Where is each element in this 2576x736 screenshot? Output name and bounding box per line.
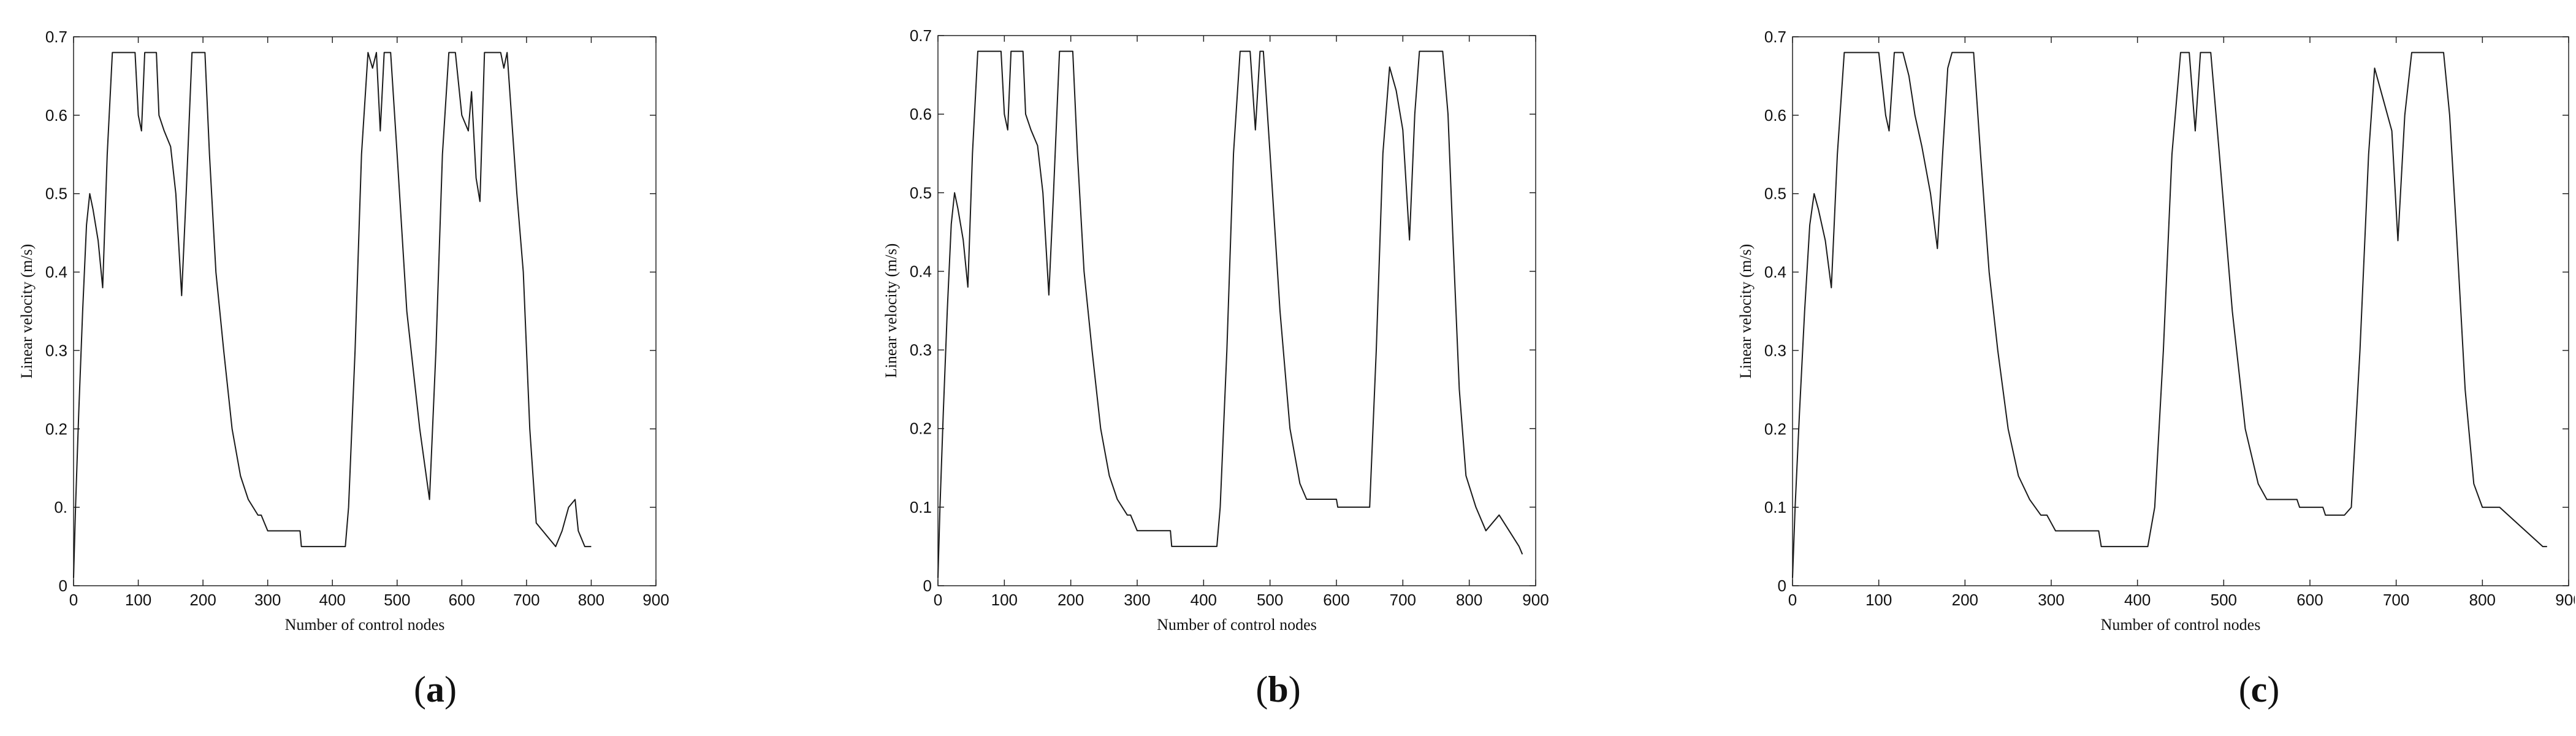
y-tick-label-b: 0.1	[910, 498, 932, 516]
y-tick-label-b: 0.5	[910, 183, 932, 202]
x-tick-label-b: 500	[1257, 591, 1283, 609]
x-tick-label-c: 300	[2038, 591, 2064, 609]
x-tick-label-b: 400	[1191, 591, 1217, 609]
series-line-c	[1792, 52, 2547, 578]
x-tick-label-a: 500	[384, 591, 410, 609]
chart-panel-a: 0 100 200 300 400 500 600 700 800 900 0 0. 0.2 0.3 0.4…	[0, 0, 858, 736]
chart-a: 0 100 200 300 400 500 600 700 800 900 0 0. 0.2 0.3 0.4…	[18, 28, 669, 634]
caption-c-close: )	[2267, 669, 2280, 710]
caption-b-open: (	[1256, 669, 1268, 710]
y-tick-label-a: 0.5	[45, 185, 67, 203]
y-tick-label-a: 0.7	[45, 28, 67, 46]
y-tick-label-b: 0.7	[910, 26, 932, 45]
y-tick-label-c: 0.7	[1764, 28, 1786, 46]
plot-frame-b	[937, 35, 1536, 586]
x-tick-label-c: 900	[2555, 591, 2575, 609]
caption-c: (c)	[2167, 669, 2351, 711]
series-line-a	[73, 52, 592, 578]
y-tick-label-a: 0.2	[45, 420, 67, 438]
y-tick-label-a: 0.	[54, 498, 67, 516]
y-tick-label-b: 0.3	[910, 341, 932, 359]
series-line-b	[937, 50, 1523, 578]
x-tick-label-b: 900	[1522, 591, 1549, 609]
caption-c-letter: c	[2250, 669, 2268, 710]
y-tick-label-a: 0.3	[45, 341, 67, 359]
chart-panel-b: 0 100 200 300 400 500 600 700 800 900 0 0.1 0.2 0.3 0.…	[864, 0, 1723, 736]
y-tick-label-c: 0.4	[1764, 263, 1786, 282]
x-axis-label-a: Number of control nodes	[285, 616, 445, 634]
y-axis-label-c: Linear velocity (m/s)	[1737, 244, 1755, 378]
caption-a-close: )	[444, 669, 457, 710]
x-tick-label-b: 0	[934, 591, 942, 609]
x-tick-label-c: 0	[1788, 591, 1797, 609]
x-tick-label-a: 800	[578, 591, 604, 609]
caption-a-letter: a	[426, 669, 444, 710]
x-tick-label-a: 100	[125, 591, 151, 609]
plot-frame-c	[1792, 36, 2569, 586]
x-tick-label-a: 300	[254, 591, 281, 609]
y-tick-label-c: 0.3	[1764, 341, 1786, 359]
y-tick-label-a: 0	[59, 577, 67, 595]
y-tick-label-b: 0.4	[910, 262, 932, 280]
x-tick-label-b: 300	[1124, 591, 1150, 609]
chart-panel-c: 0 100 200 300 400 500 600 700 800 900 0 0.1 0.2 0.3 0.…	[1717, 0, 2575, 736]
caption-b-close: )	[1288, 669, 1301, 710]
x-tick-label-c: 400	[2124, 591, 2151, 609]
chart-c: 0 100 200 300 400 500 600 700 800 900 0 0.1 0.2 0.3 0.…	[1737, 28, 2575, 634]
y-tick-label-c: 0	[1778, 577, 1786, 595]
y-axis-label-a: Linear velocity (m/s)	[18, 244, 36, 378]
y-tick-label-b: 0	[923, 577, 932, 595]
x-tick-label-a: 200	[189, 591, 216, 609]
chart-b: 0 100 200 300 400 500 600 700 800 900 0 0.1 0.2 0.3 0.…	[882, 26, 1549, 634]
x-tick-label-a: 700	[513, 591, 539, 609]
caption-b: (b)	[1186, 669, 1370, 711]
x-tick-label-b: 600	[1323, 591, 1349, 609]
x-axis-label-c: Number of control nodes	[2101, 616, 2261, 634]
x-tick-label-c: 500	[2211, 591, 2237, 609]
x-axis-label-b: Number of control nodes	[1157, 616, 1317, 634]
x-tick-label-a: 0	[69, 591, 78, 609]
x-tick-label-a: 400	[319, 591, 346, 609]
y-tick-label-b: 0.6	[910, 105, 932, 123]
y-tick-label-c: 0.6	[1764, 106, 1786, 125]
y-tick-label-a: 0.6	[45, 106, 67, 125]
plot-frame-a	[73, 36, 657, 586]
x-tick-label-b: 700	[1390, 591, 1416, 609]
caption-a-open: (	[414, 669, 426, 710]
x-tick-label-a: 900	[642, 591, 669, 609]
y-tick-label-c: 0.1	[1764, 498, 1786, 516]
x-tick-label-c: 600	[2296, 591, 2323, 609]
x-tick-label-c: 700	[2383, 591, 2409, 609]
x-tick-label-c: 200	[1952, 591, 1978, 609]
y-tick-label-c: 0.5	[1764, 185, 1786, 203]
x-tick-label-b: 800	[1456, 591, 1482, 609]
caption-a: (a)	[343, 669, 527, 711]
caption-c-open: (	[2238, 669, 2251, 710]
y-axis-label-b: Linear velocity (m/s)	[882, 243, 900, 378]
y-tick-label-b: 0.2	[910, 420, 932, 438]
caption-b-letter: b	[1268, 669, 1289, 710]
x-tick-label-b: 200	[1057, 591, 1084, 609]
y-tick-label-a: 0.4	[45, 263, 67, 282]
x-tick-label-c: 800	[2469, 591, 2496, 609]
y-tick-label-c: 0.2	[1764, 420, 1786, 438]
x-tick-label-a: 600	[449, 591, 475, 609]
x-tick-label-c: 100	[1865, 591, 1892, 609]
x-tick-label-b: 100	[991, 591, 1018, 609]
